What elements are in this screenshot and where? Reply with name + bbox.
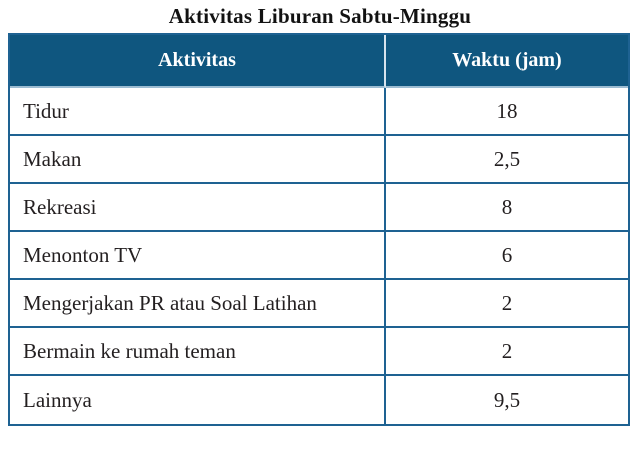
table-row: Mengerjakan PR atau Soal Latihan 2 [10,280,628,328]
cell-activity: Menonton TV [10,232,386,280]
table-row: Bermain ke rumah teman 2 [10,328,628,376]
cell-hours: 2,5 [386,136,628,184]
cell-hours: 2 [386,280,628,328]
cell-hours: 6 [386,232,628,280]
table-row: Lainnya 9,5 [10,376,628,424]
cell-activity: Lainnya [10,376,386,424]
table-row: Tidur 18 [10,88,628,136]
table-row: Menonton TV 6 [10,232,628,280]
cell-activity: Bermain ke rumah teman [10,328,386,376]
header-row: Aktivitas Waktu (jam) [10,35,628,88]
header-cell-waktu: Waktu (jam) [386,35,628,88]
cell-activity: Mengerjakan PR atau Soal Latihan [10,280,386,328]
cell-hours: 8 [386,184,628,232]
header-cell-aktivitas: Aktivitas [10,35,386,88]
cell-activity: Makan [10,136,386,184]
table-title: Aktivitas Liburan Sabtu-Minggu [168,4,472,28]
cell-activity: Tidur [10,88,386,136]
cell-hours: 18 [386,88,628,136]
cell-hours: 2 [386,328,628,376]
activities-table: Aktivitas Waktu (jam) Tidur 18 Makan 2,5… [8,33,630,426]
cell-activity: Rekreasi [10,184,386,232]
table-row: Rekreasi 8 [10,184,628,232]
cell-hours: 9,5 [386,376,628,424]
table-row: Makan 2,5 [10,136,628,184]
